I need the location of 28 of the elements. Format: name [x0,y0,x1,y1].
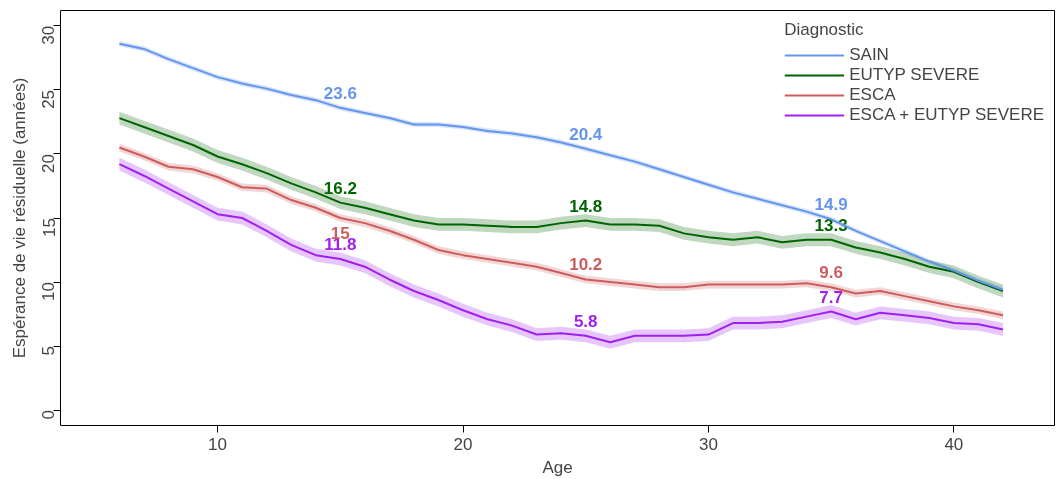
data-label: 7.7 [819,287,843,307]
data-label: 13.3 [814,215,848,235]
data-label: 10.2 [569,255,603,275]
y-tick-label: 5 [39,346,59,356]
data-label: 5.8 [573,311,598,331]
y-tick-label: 30 [39,25,59,45]
y-axis-title: Espérance de vie résiduelle (années) [9,77,29,359]
legend-label: ESCA [849,85,896,105]
x-tick-label: 10 [208,434,228,454]
data-label: 16.2 [323,178,357,198]
y-tick-label: 20 [39,153,59,173]
x-tick-label: 40 [944,434,964,454]
x-axis-title: Age [542,457,573,477]
y-tick-label: 0 [39,410,59,420]
x-tick-label: 30 [698,434,718,454]
legend-label: EUTYP SEVERE [849,65,980,85]
x-tick-label: 20 [453,434,473,454]
y-tick-label: 10 [39,282,59,301]
y-tick-label: 25 [39,89,59,109]
legend-title: Diagnostic [784,20,865,40]
legend-label: SAIN [849,45,889,65]
data-label: 23.6 [323,83,357,103]
data-label: 14.9 [814,195,848,215]
data-label: 20.4 [569,124,603,144]
legend-label: ESCA + EUTYP SEVERE [849,105,1044,125]
y-tick-label: 15 [39,217,59,237]
data-label: 14.8 [569,196,603,216]
data-label: 9.6 [819,263,843,283]
